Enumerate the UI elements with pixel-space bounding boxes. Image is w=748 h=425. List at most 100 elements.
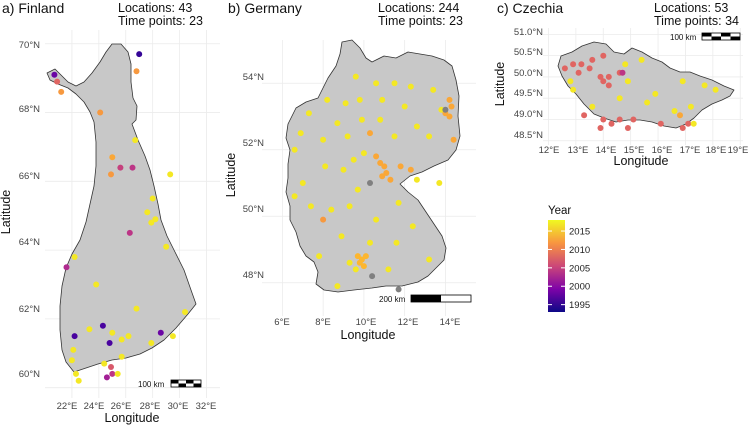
legend-tick-label: 1995	[569, 300, 590, 311]
sample-point	[51, 71, 58, 78]
sample-point	[426, 256, 433, 263]
sample-point	[109, 329, 116, 336]
sample-point	[677, 112, 683, 119]
points-czechia	[561, 52, 719, 131]
sample-point	[393, 239, 400, 246]
sample-point	[334, 120, 341, 127]
sample-point	[350, 156, 357, 163]
xtick-finland: 24°E	[84, 401, 105, 412]
xtick-finland: 22°E	[57, 401, 78, 412]
sample-point	[426, 133, 433, 140]
sample-point	[701, 82, 708, 89]
sample-point	[652, 90, 659, 97]
legend-tick-label: 2010	[569, 245, 590, 256]
sample-point	[442, 106, 449, 113]
sample-point	[73, 370, 79, 377]
sample-point	[589, 103, 596, 110]
xtick-finland: 32°E	[196, 401, 217, 412]
sample-point	[605, 82, 612, 89]
sample-point	[362, 253, 369, 260]
sample-point	[401, 103, 408, 110]
ytick-czechia: 48.5°N	[514, 130, 543, 141]
sample-point	[291, 146, 298, 153]
sample-point	[446, 96, 453, 103]
sample-point	[561, 65, 568, 72]
sample-point	[367, 130, 373, 137]
sample-point	[657, 120, 664, 127]
scale-bar-label-czechia: 100 km	[670, 33, 697, 42]
sample-point	[152, 216, 159, 223]
xtick-germany: 6°E	[274, 317, 289, 328]
y-axis-title-finland: Latitude	[0, 190, 13, 235]
sample-point	[360, 263, 367, 270]
points-finland	[51, 51, 188, 384]
panel-title-finland: a) Finland	[2, 0, 64, 16]
sample-point	[373, 216, 380, 223]
legend-tick-label: 2015	[569, 227, 590, 238]
sample-point	[622, 61, 629, 68]
xtick-finland: 26°E	[111, 401, 132, 412]
timepoints-count-czechia: Time points: 34	[654, 14, 739, 28]
legend-ticks: 2015 2010 2005 2000 1995	[548, 227, 590, 311]
locations-count-czechia: Locations: 53	[654, 1, 728, 15]
sample-point	[144, 209, 151, 216]
panel-title-germany: b) Germany	[228, 0, 302, 16]
sample-point	[578, 61, 585, 68]
sample-point	[75, 377, 82, 384]
sample-point	[148, 340, 155, 346]
sample-point	[324, 96, 331, 103]
sample-point	[395, 286, 402, 293]
sample-point	[712, 86, 719, 93]
sample-point	[71, 254, 78, 260]
scale-bar-germany: 200 km	[379, 294, 472, 304]
sample-point	[570, 61, 577, 68]
sample-point	[597, 125, 604, 131]
ytick-czechia: 51.0°N	[514, 27, 543, 38]
sample-point	[407, 83, 414, 90]
sample-point	[354, 253, 361, 260]
scale-bar-label-germany: 200 km	[379, 295, 406, 304]
sample-point	[118, 353, 125, 360]
sample-point	[334, 283, 341, 290]
xtick-germany: 8°E	[315, 317, 330, 328]
sample-point	[108, 364, 114, 370]
locations-count-finland: Locations: 43	[118, 1, 192, 15]
sample-point	[167, 171, 174, 178]
sample-point	[630, 116, 637, 123]
sample-point	[346, 259, 353, 266]
sample-point	[97, 109, 104, 116]
y-axis-title-czechia: Latitude	[493, 62, 507, 107]
sample-point	[338, 233, 345, 240]
sample-point	[360, 150, 367, 157]
xtick-czechia: 14°E	[596, 145, 617, 156]
sample-point	[679, 125, 686, 131]
sample-point	[624, 78, 631, 85]
sample-point	[436, 180, 443, 186]
ytick-finland: 62°N	[19, 304, 40, 315]
sample-point	[108, 171, 114, 178]
sample-point	[589, 56, 596, 63]
legend-year: Year 2015 2010 2005 2000 1995	[548, 205, 590, 312]
sample-point	[679, 78, 686, 85]
sample-point	[381, 163, 388, 170]
sample-point	[407, 166, 414, 173]
xtick-czechia: 17°E	[680, 145, 701, 156]
sample-point	[291, 193, 298, 200]
sample-point	[132, 137, 139, 144]
sample-point	[346, 203, 353, 210]
sample-point	[377, 116, 384, 123]
sample-point	[133, 305, 140, 312]
sample-point	[305, 110, 312, 117]
ytick-germany: 54°N	[243, 72, 264, 83]
xtick-czechia: 13°E	[568, 145, 589, 156]
sample-point	[320, 216, 327, 223]
sample-point	[383, 170, 390, 176]
sample-point	[307, 203, 314, 210]
ytick-finland: 60°N	[19, 369, 40, 380]
sample-point	[93, 281, 100, 288]
sample-point	[581, 112, 588, 119]
locations-count-germany: Locations: 244	[378, 1, 459, 15]
sample-point	[600, 52, 607, 59]
xtick-germany: 14°E	[440, 317, 461, 328]
